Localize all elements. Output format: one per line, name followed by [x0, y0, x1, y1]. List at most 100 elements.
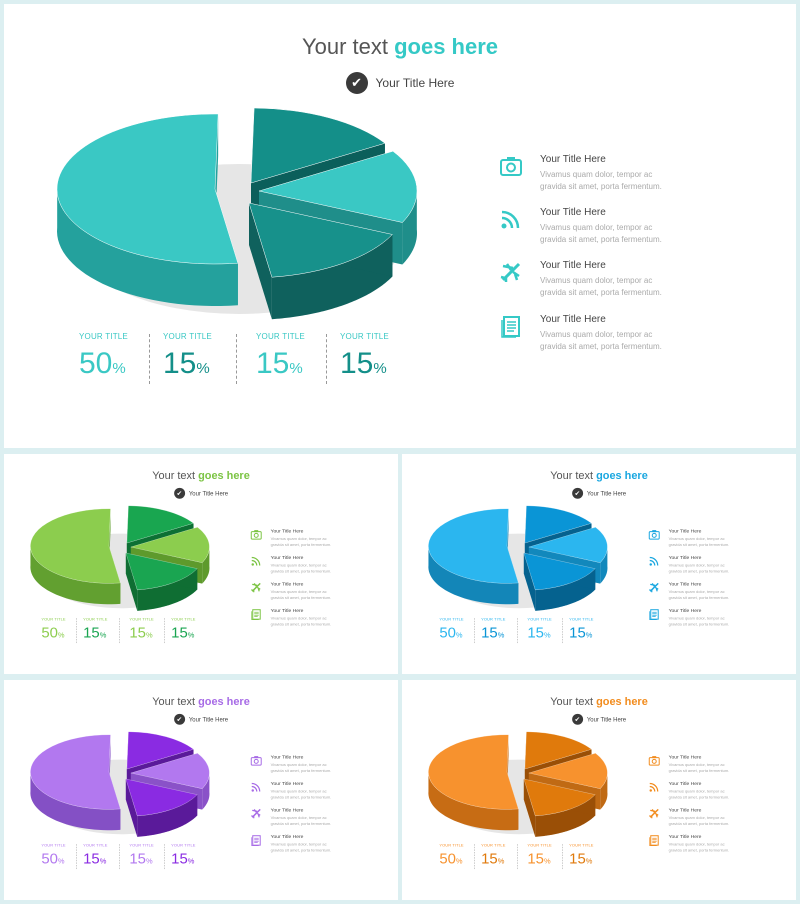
item-title: Your Title Here	[540, 314, 606, 325]
stat-unit: %	[455, 857, 463, 866]
airplane-icon	[251, 582, 261, 593]
airplane-icon	[649, 808, 659, 819]
stat-value: 15%	[481, 625, 521, 642]
pie-slice	[523, 552, 596, 611]
stat-4: YOUR TITLE 15%	[171, 843, 211, 867]
item-title: Your Title Here	[540, 154, 606, 165]
stat-unit: %	[145, 631, 153, 640]
pie-slice-top	[428, 734, 519, 810]
pie-slice	[125, 552, 198, 611]
item-title: Your Title Here	[668, 581, 702, 587]
item-title: Your Title Here	[668, 754, 702, 761]
pie-slice-face	[125, 553, 138, 611]
stat-unit: %	[543, 857, 551, 866]
stat-unit: %	[187, 857, 195, 866]
pie-slice-top	[528, 527, 608, 563]
stat-label: YOUR TITLE	[171, 843, 196, 848]
stat-number: 15	[527, 850, 544, 868]
pie-slice-top	[125, 778, 198, 817]
title-plain: Your text	[152, 694, 199, 708]
stat-4: YOUR TITLE 15%	[340, 332, 420, 381]
stat-value: 15%	[569, 625, 609, 642]
stat-2: YOUR TITLE 15%	[83, 617, 123, 641]
document-icon	[649, 835, 659, 847]
stat-unit: %	[145, 857, 153, 866]
pie-slice-side	[600, 771, 608, 810]
item-description: Vivamus quam dolor, tempor ac gravida si…	[540, 330, 662, 351]
wifi-icon	[649, 782, 659, 792]
stat-label: YOUR TITLE	[79, 332, 128, 341]
stat-label: YOUR TITLE	[569, 843, 594, 848]
slide-inner: Your text goes here ✔ Your Title Here YOU…	[4, 680, 398, 900]
pie-slice-side	[202, 545, 210, 584]
item-description: Vivamus quam dolor, tempor ac gravida si…	[668, 762, 730, 774]
item-description: Vivamus quam dolor, tempor ac gravida si…	[668, 536, 730, 548]
pie-chart	[30, 731, 210, 837]
pie-slice-side	[30, 544, 121, 605]
camera-icon	[648, 530, 660, 540]
pie-slice-side	[30, 770, 121, 831]
pie-slice	[523, 778, 596, 837]
title-plain: Your text	[550, 468, 597, 482]
stat-1: YOUR TITLE 50%	[41, 617, 81, 641]
stat-3: YOUR TITLE 15%	[129, 617, 169, 641]
item-description: Vivamus quam dolor, tempor ac gravida si…	[270, 536, 332, 548]
stat-number: 15	[83, 624, 100, 642]
item-description: Vivamus quam dolor, tempor ac gravida si…	[668, 815, 730, 826]
stat-label: YOUR TITLE	[171, 617, 196, 622]
item-description: Vivamus quam dolor, tempor ac gravida si…	[668, 842, 730, 853]
slide-orange: Your text goes here ✔ Your Title Here YOU…	[402, 680, 796, 900]
wifi-icon	[251, 782, 261, 792]
stat-unit: %	[57, 631, 65, 640]
stat-number: 15	[340, 347, 374, 380]
slide-title: Your text goes here	[4, 34, 796, 60]
item-description: Vivamus quam dolor, tempor ac gravida si…	[668, 589, 730, 600]
stat-number: 50	[439, 850, 456, 868]
slide-green: Your text goes here ✔ Your Title Here YOU…	[4, 454, 398, 674]
pie-slice-top	[524, 731, 592, 770]
pie-slice-top	[126, 731, 194, 770]
title-plain: Your text	[550, 694, 597, 708]
pie-slice-side	[57, 185, 238, 306]
item-title: Your Title Here	[668, 528, 702, 535]
pie-slice-top	[130, 753, 210, 789]
stat-number: 15	[481, 624, 498, 642]
check-circle-icon: ✔	[173, 713, 185, 725]
item-description: Vivamus quam dolor, tempor ac gravida si…	[270, 788, 332, 800]
stat-1: YOUR TITLE 50%	[439, 843, 479, 867]
pie-chart	[56, 107, 418, 320]
stat-unit: %	[585, 631, 593, 640]
stat-1: YOUR TITLE 50%	[41, 843, 81, 867]
item-title: Your Title Here	[540, 260, 606, 271]
stat-number: 15	[171, 850, 188, 868]
item-title: Your Title Here	[668, 608, 702, 614]
pie-slice	[30, 734, 121, 831]
slide-inner: Your text goes here ✔ Your Title Here YOU…	[4, 454, 398, 674]
pie-slice	[56, 113, 239, 306]
item-description: Vivamus quam dolor, tempor ac gravida si…	[668, 616, 730, 627]
pie-slice-side	[428, 544, 519, 605]
item-description: Vivamus quam dolor, tempor ac gravida si…	[540, 223, 662, 244]
title-highlight: goes here	[596, 468, 648, 482]
stat-number: 15	[129, 850, 146, 868]
stat-number: 50	[79, 347, 113, 380]
pie-slice-face	[249, 203, 272, 320]
pie-slice-side	[202, 771, 210, 810]
wifi-icon	[501, 210, 520, 229]
stat-1: YOUR TITLE 50%	[79, 332, 159, 381]
pie-slice-top	[30, 734, 121, 810]
title-highlight: goes here	[198, 694, 250, 708]
stat-number: 15	[129, 624, 146, 642]
pie-slice-side	[428, 770, 519, 831]
stat-number: 50	[41, 624, 58, 642]
camera-icon	[250, 530, 262, 540]
subtitle-text: Your Title Here	[586, 715, 627, 723]
pie-slice-top	[250, 107, 386, 184]
stat-unit: %	[289, 360, 303, 377]
stat-3: YOUR TITLE 15%	[129, 843, 169, 867]
pie-slice	[30, 508, 121, 605]
pie-slice-top	[56, 113, 239, 265]
subtitle-text: Your Title Here	[375, 76, 455, 90]
item-title: Your Title Here	[540, 207, 606, 218]
stat-divider	[149, 334, 150, 384]
